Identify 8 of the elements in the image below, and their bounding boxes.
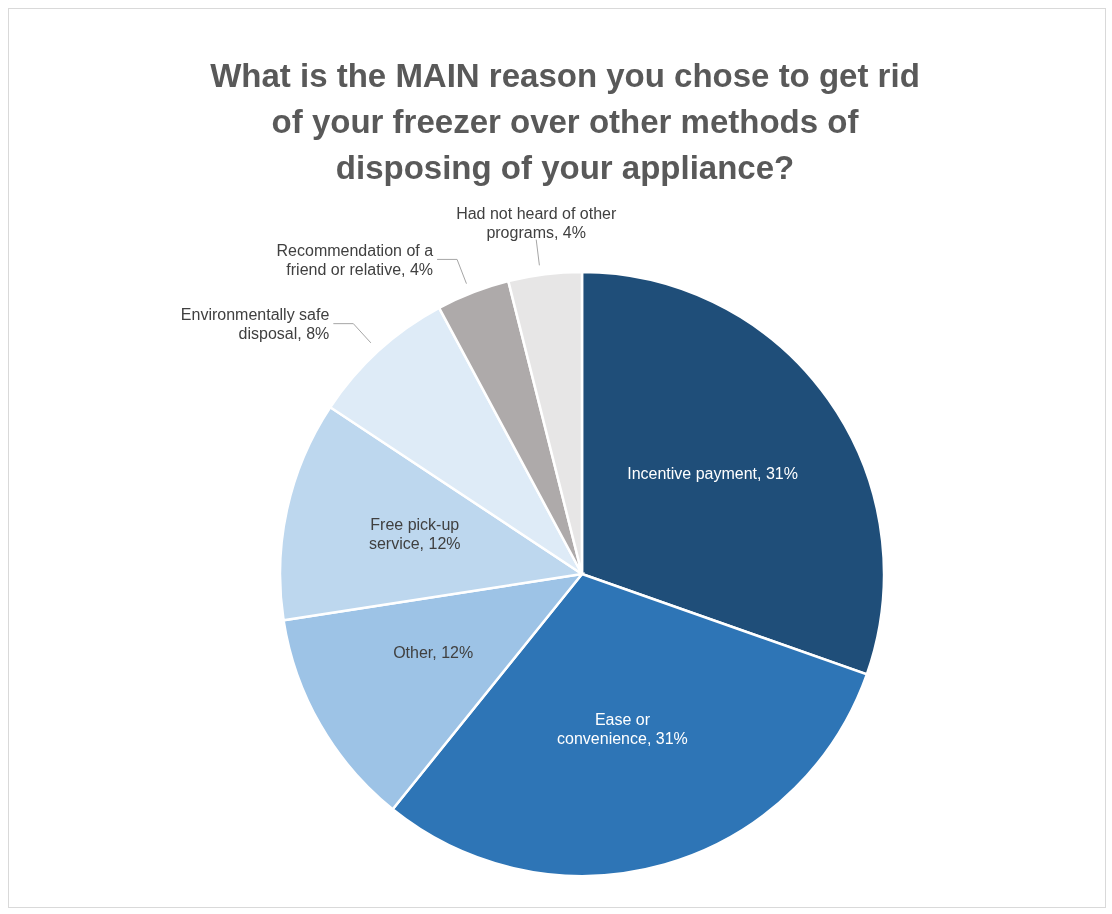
slice-label: Free pick-up service, 12% xyxy=(368,515,461,552)
slice-label: Recommendation of a friend or relative, 4% xyxy=(276,241,434,278)
slice-label: Had not heard of other programs, 4% xyxy=(456,204,617,241)
slice-label: Incentive payment, 31% xyxy=(627,464,798,482)
slice-label: Ease or convenience, 31% xyxy=(557,710,688,747)
slice-label: Environmentally safe disposal, 8% xyxy=(180,305,330,342)
chart-title: What is the MAIN reason you chose to get rid of your freezer over other methods of disposing of your appliance? xyxy=(210,57,920,186)
slice-label: Other, 12% xyxy=(393,643,474,661)
